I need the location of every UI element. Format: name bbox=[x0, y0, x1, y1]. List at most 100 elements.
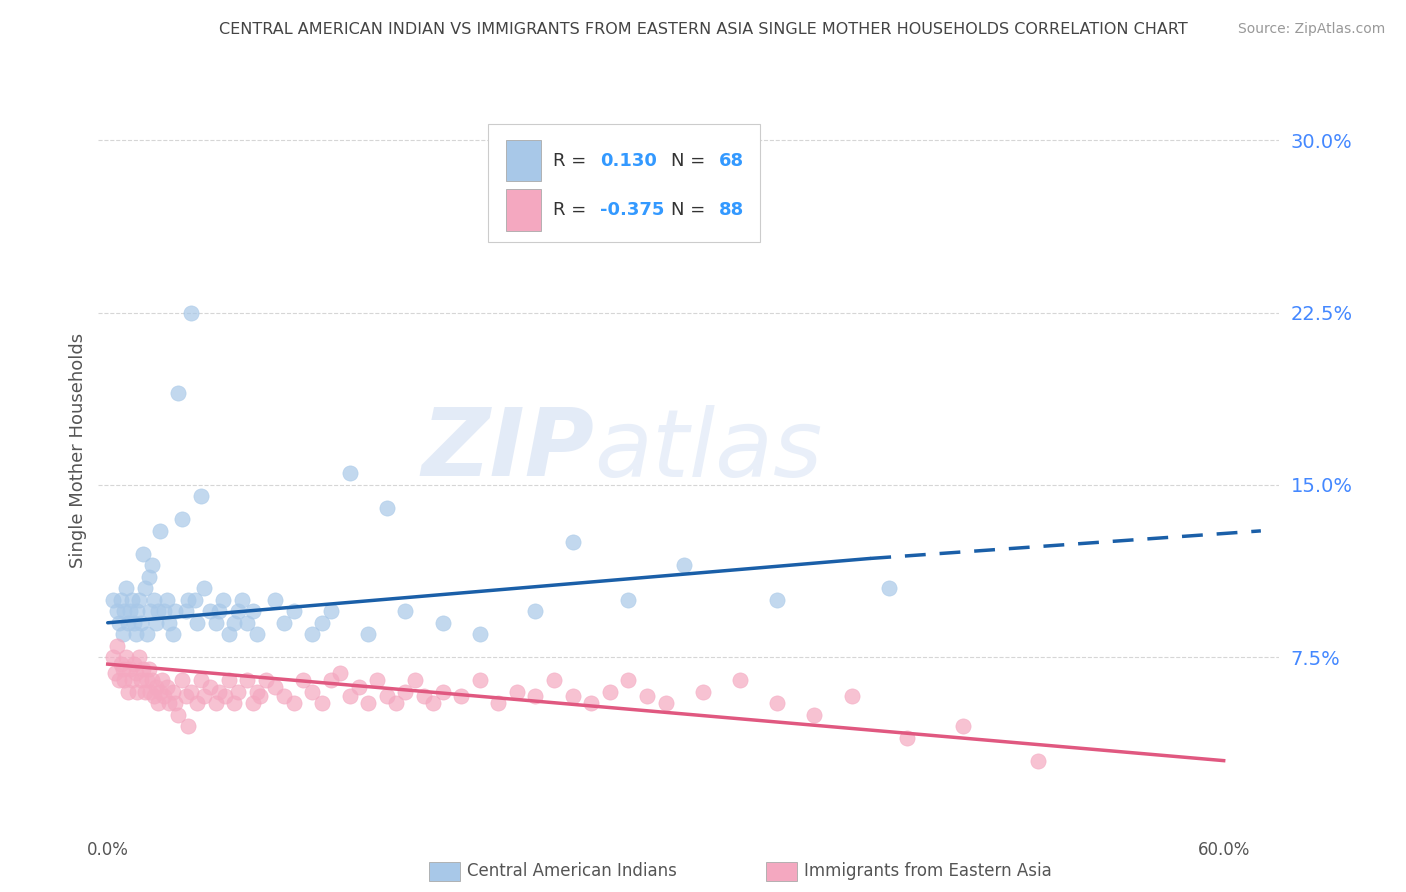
Point bbox=[145, 680, 167, 694]
Point bbox=[114, 673, 136, 688]
Point bbox=[132, 547, 155, 561]
Point bbox=[176, 719, 198, 733]
Point bbox=[163, 604, 186, 618]
Point bbox=[218, 673, 240, 688]
Point bbox=[896, 731, 918, 745]
Point bbox=[139, 684, 162, 698]
Point bbox=[766, 592, 789, 607]
Point bbox=[329, 666, 352, 681]
Point bbox=[877, 582, 900, 596]
Point bbox=[339, 690, 361, 704]
Point bbox=[524, 604, 547, 618]
Point bbox=[198, 680, 221, 694]
Point bbox=[193, 582, 215, 596]
Point bbox=[357, 627, 380, 641]
Point bbox=[105, 604, 128, 618]
Point bbox=[319, 673, 342, 688]
Point bbox=[152, 690, 174, 704]
Point bbox=[224, 615, 246, 630]
Point bbox=[193, 690, 215, 704]
Point bbox=[127, 604, 149, 618]
Point bbox=[394, 684, 416, 698]
Text: -0.375: -0.375 bbox=[600, 201, 665, 219]
Point bbox=[180, 305, 202, 319]
Point bbox=[692, 684, 714, 698]
Point bbox=[141, 558, 163, 573]
Point bbox=[145, 615, 167, 630]
Point bbox=[636, 690, 658, 704]
Point bbox=[132, 662, 155, 676]
Point bbox=[204, 696, 226, 710]
Point bbox=[157, 696, 180, 710]
Point bbox=[143, 592, 166, 607]
Point bbox=[143, 690, 166, 704]
Point bbox=[104, 666, 127, 681]
Point bbox=[121, 592, 143, 607]
Point bbox=[129, 673, 152, 688]
Point bbox=[110, 592, 132, 607]
Point bbox=[218, 627, 240, 641]
Point bbox=[149, 684, 172, 698]
Point bbox=[357, 696, 380, 710]
FancyBboxPatch shape bbox=[506, 189, 541, 230]
Point bbox=[115, 650, 138, 665]
Point bbox=[174, 604, 197, 618]
Point bbox=[162, 684, 184, 698]
Point bbox=[103, 592, 125, 607]
Point bbox=[450, 690, 472, 704]
Point bbox=[174, 690, 197, 704]
Point bbox=[236, 673, 259, 688]
Point bbox=[208, 684, 231, 698]
Point bbox=[394, 604, 416, 618]
Point bbox=[524, 690, 547, 704]
Text: 0.130: 0.130 bbox=[600, 152, 657, 169]
Point bbox=[273, 690, 295, 704]
Point bbox=[385, 696, 408, 710]
Point bbox=[301, 684, 323, 698]
Point bbox=[156, 592, 179, 607]
Point bbox=[404, 673, 426, 688]
Point bbox=[952, 719, 974, 733]
Point bbox=[186, 615, 208, 630]
Point bbox=[121, 673, 143, 688]
Point bbox=[146, 604, 169, 618]
Point bbox=[150, 673, 173, 688]
Text: R =: R = bbox=[553, 201, 592, 219]
Point bbox=[226, 604, 249, 618]
Point bbox=[118, 604, 141, 618]
Point bbox=[117, 684, 139, 698]
Point bbox=[134, 684, 156, 698]
Point bbox=[543, 673, 565, 688]
Point bbox=[561, 690, 583, 704]
Point bbox=[728, 673, 751, 688]
Point bbox=[319, 604, 342, 618]
Point bbox=[283, 696, 305, 710]
Point bbox=[172, 512, 194, 526]
Point bbox=[301, 627, 323, 641]
Point bbox=[167, 707, 190, 722]
Text: Central American Indians: Central American Indians bbox=[467, 863, 676, 880]
Point bbox=[108, 673, 131, 688]
Point bbox=[283, 604, 305, 618]
Point bbox=[139, 604, 162, 618]
Point bbox=[654, 696, 676, 710]
Point bbox=[134, 582, 156, 596]
Point bbox=[190, 490, 212, 504]
Point bbox=[128, 592, 150, 607]
Point bbox=[111, 662, 134, 676]
Point bbox=[347, 680, 370, 694]
Point bbox=[1026, 754, 1049, 768]
Point bbox=[231, 592, 253, 607]
Point bbox=[117, 615, 139, 630]
Point bbox=[129, 615, 152, 630]
Text: ZIP: ZIP bbox=[422, 404, 595, 497]
Point bbox=[167, 386, 190, 401]
Point bbox=[115, 582, 138, 596]
Point bbox=[172, 673, 194, 688]
Point bbox=[506, 684, 529, 698]
Point bbox=[128, 650, 150, 665]
Point bbox=[204, 615, 226, 630]
Point bbox=[468, 673, 491, 688]
Point bbox=[242, 604, 264, 618]
Point bbox=[617, 673, 640, 688]
